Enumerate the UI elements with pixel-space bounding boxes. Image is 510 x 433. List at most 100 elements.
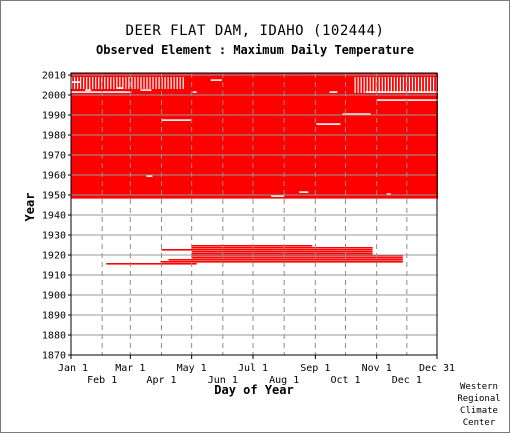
missing-day-mark xyxy=(393,77,395,81)
missing-day-mark xyxy=(161,77,163,81)
data-bar xyxy=(191,253,373,255)
missing-day-mark xyxy=(402,77,405,81)
missing-day-mark xyxy=(110,81,112,85)
missing-day-mark xyxy=(384,85,386,89)
missing-period xyxy=(116,87,124,89)
missing-day-mark xyxy=(179,77,181,81)
missing-day-mark xyxy=(110,85,112,89)
missing-day-mark xyxy=(426,77,429,81)
y-tick-label: 1940 xyxy=(42,211,66,222)
missing-day-mark xyxy=(116,77,118,81)
missing-day-mark xyxy=(155,77,157,81)
missing-day-mark xyxy=(372,77,374,81)
missing-day-mark xyxy=(360,77,362,81)
missing-day-mark xyxy=(179,85,181,89)
missing-day-mark xyxy=(146,85,148,89)
missing-day-mark xyxy=(420,77,423,81)
missing-day-mark xyxy=(119,77,121,81)
missing-day-mark xyxy=(426,85,429,89)
missing-day-mark xyxy=(414,77,417,81)
missing-day-mark xyxy=(137,85,139,89)
missing-day-mark xyxy=(107,77,109,81)
missing-day-mark xyxy=(369,89,371,93)
missing-day-mark xyxy=(95,81,97,85)
missing-day-mark xyxy=(98,77,100,81)
credit-label: Western Regional Climate Center xyxy=(454,381,504,429)
missing-day-mark xyxy=(423,85,426,89)
missing-day-mark xyxy=(164,81,166,85)
missing-day-mark xyxy=(396,89,398,93)
missing-day-mark xyxy=(390,89,392,93)
missing-day-mark xyxy=(417,77,420,81)
missing-day-mark xyxy=(77,81,79,85)
missing-day-mark xyxy=(137,81,139,85)
x-tick-label: Sep 1 xyxy=(300,363,330,374)
missing-day-mark xyxy=(113,85,115,89)
missing-day-mark xyxy=(143,81,145,85)
missing-day-mark xyxy=(173,85,175,89)
x-tick-label: Oct 1 xyxy=(330,375,360,386)
x-tick-label: Dec 1 xyxy=(392,375,422,386)
missing-day-mark xyxy=(429,85,432,89)
missing-day-mark xyxy=(369,77,371,81)
missing-day-mark xyxy=(372,85,374,89)
missing-day-mark xyxy=(414,89,417,93)
missing-day-mark xyxy=(80,77,82,81)
credit-line: Center xyxy=(462,418,496,428)
missing-day-mark xyxy=(71,81,73,85)
y-tick-label: 1900 xyxy=(42,291,66,302)
missing-day-mark xyxy=(92,81,94,85)
missing-day-mark xyxy=(131,85,133,89)
missing-period xyxy=(271,195,285,197)
missing-day-mark xyxy=(116,85,118,89)
data-bar xyxy=(160,261,403,263)
missing-day-mark xyxy=(152,77,154,81)
missing-period xyxy=(140,89,152,91)
missing-day-mark xyxy=(381,77,383,81)
missing-day-mark xyxy=(381,85,383,89)
missing-period xyxy=(365,91,439,93)
missing-day-mark xyxy=(131,77,133,81)
missing-day-mark xyxy=(384,89,386,93)
missing-day-mark xyxy=(146,81,148,85)
missing-day-mark xyxy=(155,81,157,85)
missing-day-mark xyxy=(119,85,121,89)
data-bar xyxy=(161,249,373,251)
y-tick-label: 2010 xyxy=(42,71,66,82)
missing-day-mark xyxy=(122,85,124,89)
x-tick-label: Apr 1 xyxy=(146,375,176,386)
missing-day-mark xyxy=(363,89,365,93)
missing-day-mark xyxy=(152,85,154,89)
missing-day-mark xyxy=(396,85,398,89)
missing-day-mark xyxy=(80,81,82,85)
missing-day-mark xyxy=(134,85,136,89)
x-tick-label: Nov 1 xyxy=(362,363,392,374)
x-tick-label: Feb 1 xyxy=(87,375,117,386)
missing-day-mark xyxy=(113,77,115,81)
missing-day-mark xyxy=(354,89,356,93)
missing-day-mark xyxy=(83,81,85,85)
missing-day-mark xyxy=(149,77,151,81)
missing-period xyxy=(146,175,153,177)
missing-day-mark xyxy=(426,89,429,93)
missing-day-mark xyxy=(95,85,97,89)
missing-day-mark xyxy=(134,77,136,81)
missing-day-mark xyxy=(414,85,417,89)
missing-day-mark xyxy=(173,81,175,85)
missing-day-mark xyxy=(131,81,133,85)
missing-day-mark xyxy=(89,77,91,81)
missing-day-mark xyxy=(366,85,368,89)
missing-day-mark xyxy=(158,77,160,81)
chart-subtitle: Observed Element : Maximum Daily Tempera… xyxy=(96,43,414,57)
missing-day-mark xyxy=(387,85,389,89)
missing-day-mark xyxy=(113,81,115,85)
missing-day-mark xyxy=(423,77,426,81)
missing-day-mark xyxy=(92,77,94,81)
missing-day-mark xyxy=(83,77,85,81)
missing-day-mark xyxy=(140,81,142,85)
missing-day-mark xyxy=(357,89,359,93)
data-bar xyxy=(191,245,313,247)
missing-period xyxy=(316,123,341,125)
missing-day-mark xyxy=(77,85,79,89)
missing-day-mark xyxy=(107,85,109,89)
